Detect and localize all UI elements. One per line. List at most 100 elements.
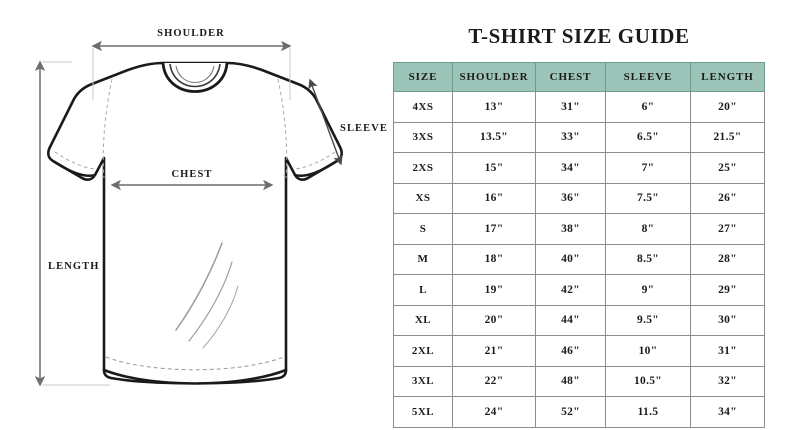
- cell-chest: 34": [535, 152, 606, 184]
- cell-shoulder: 21": [452, 335, 536, 367]
- cell-chest: 31": [535, 91, 606, 123]
- cell-sleeve: 10.5": [605, 365, 691, 397]
- table-row: 2XS 15" 34" 7" 25": [393, 152, 765, 184]
- sleeve-hem-left: [52, 160, 96, 177]
- sleeve-label: SLEEVE: [340, 123, 388, 134]
- length-measurement: LENGTH: [34, 60, 110, 387]
- cell-chest: 44": [535, 304, 606, 336]
- collar-inner-rib-1: [169, 63, 221, 88]
- column-header-sleeve: SLEEVE: [605, 62, 691, 92]
- cell-size: 3XL: [393, 365, 453, 397]
- cell-size: 5XL: [393, 396, 453, 428]
- cell-size: 2XL: [393, 335, 453, 367]
- cell-length: 30": [690, 304, 765, 336]
- table-row: XL 20" 44" 9.5" 30": [393, 304, 765, 336]
- size-table: SIZE SHOULDER CHEST SLEEVE LENGTH 4XS 13"…: [393, 62, 765, 428]
- cell-size: L: [393, 274, 453, 306]
- cell-length: 32": [690, 365, 765, 397]
- cell-sleeve: 6.5": [605, 121, 691, 153]
- shoulder-measurement: SHOULDER: [91, 28, 292, 100]
- cell-size: 3XS: [393, 121, 453, 153]
- cell-sleeve: 6": [605, 91, 691, 123]
- cell-size: XL: [393, 304, 453, 336]
- cell-sleeve: 8.5": [605, 243, 691, 275]
- column-header-shoulder: SHOULDER: [452, 62, 536, 92]
- sleeve-measurement: SLEEVE: [308, 78, 388, 166]
- table-row: M 18" 40" 8.5" 28": [393, 243, 765, 275]
- cell-length: 21.5": [690, 121, 765, 153]
- size-table-head: SIZE SHOULDER CHEST SLEEVE LENGTH: [393, 62, 765, 92]
- cell-sleeve: 9.5": [605, 304, 691, 336]
- cell-chest: 33": [535, 121, 606, 153]
- cell-length: 34": [690, 396, 765, 428]
- cell-size: 4XS: [393, 91, 453, 123]
- chest-measurement: CHEST: [110, 169, 274, 191]
- column-header-chest: CHEST: [535, 62, 606, 92]
- table-header-row: SIZE SHOULDER CHEST SLEEVE LENGTH: [393, 62, 765, 92]
- collar-inner-rib-2: [175, 65, 215, 83]
- table-row: 2XL 21" 46" 10" 31": [393, 335, 765, 367]
- cell-shoulder: 17": [452, 213, 536, 245]
- column-header-length: LENGTH: [690, 62, 765, 92]
- cell-chest: 52": [535, 396, 606, 428]
- cell-chest: 42": [535, 274, 606, 306]
- shirt-hem: [102, 368, 288, 385]
- tshirt-diagram: SHOULDER CHEST SLEEVE LENGTH: [0, 0, 390, 430]
- cell-shoulder: 13.5": [452, 121, 536, 153]
- fabric-fold-lines: [175, 242, 239, 349]
- sleeve-arrow: [308, 78, 343, 166]
- table-row: XS 16" 36" 7.5" 26": [393, 182, 765, 214]
- armhole-seam-left: [102, 78, 113, 179]
- cell-size: 2XS: [393, 152, 453, 184]
- cell-length: 28": [690, 243, 765, 275]
- cell-length: 27": [690, 213, 765, 245]
- cell-sleeve: 8": [605, 213, 691, 245]
- shirt-hem-stitch: [105, 356, 285, 371]
- cell-length: 25": [690, 152, 765, 184]
- table-row: L 19" 42" 9" 29": [393, 274, 765, 306]
- armhole-seam-right: [277, 78, 288, 179]
- sleeve-hem-stitch-left: [54, 151, 97, 170]
- table-row: 4XS 13" 31" 6" 20": [393, 91, 765, 123]
- cell-sleeve: 10": [605, 335, 691, 367]
- tshirt-outline: [47, 61, 343, 385]
- cell-sleeve: 7.5": [605, 182, 691, 214]
- cell-shoulder: 19": [452, 274, 536, 306]
- cell-sleeve: 11.5: [605, 396, 691, 428]
- page-title: T-SHIRT SIZE GUIDE: [468, 24, 690, 48]
- cell-size: M: [393, 243, 453, 275]
- cell-chest: 48": [535, 365, 606, 397]
- column-header-size: SIZE: [393, 62, 453, 92]
- chest-label: CHEST: [171, 169, 212, 180]
- sleeve-hem-stitch-right: [293, 151, 336, 170]
- shirt-body-path: [47, 61, 343, 385]
- table-row: 3XS 13.5" 33" 6.5" 21.5": [393, 121, 765, 153]
- size-table-container: SIZE SHOULDER CHEST SLEEVE LENGTH 4XS 13"…: [393, 62, 765, 428]
- cell-shoulder: 24": [452, 396, 536, 428]
- fold-line-2: [188, 261, 233, 342]
- size-table-body: 4XS 13" 31" 6" 20" 3XS 13.5" 33" 6.5" 21.5" 2XS 15"…: [393, 91, 765, 428]
- shoulder-label: SHOULDER: [157, 28, 225, 39]
- cell-chest: 38": [535, 213, 606, 245]
- cell-size: S: [393, 213, 453, 245]
- cell-shoulder: 15": [452, 152, 536, 184]
- fold-line-3: [202, 285, 239, 349]
- fold-line-1: [175, 242, 223, 331]
- tshirt-seams: [54, 78, 336, 179]
- cell-shoulder: 18": [452, 243, 536, 275]
- cell-shoulder: 20": [452, 304, 536, 336]
- cell-length: 20": [690, 91, 765, 123]
- cell-length: 31": [690, 335, 765, 367]
- table-row: S 17" 38" 8" 27": [393, 213, 765, 245]
- table-row: 5XL 24" 52" 11.5 34": [393, 396, 765, 428]
- cell-shoulder: 13": [452, 91, 536, 123]
- cell-sleeve: 7": [605, 152, 691, 184]
- cell-chest: 40": [535, 243, 606, 275]
- collar-outer: [161, 62, 229, 93]
- cell-sleeve: 9": [605, 274, 691, 306]
- cell-shoulder: 22": [452, 365, 536, 397]
- cell-chest: 36": [535, 182, 606, 214]
- cell-shoulder: 16": [452, 182, 536, 214]
- cell-size: XS: [393, 182, 453, 214]
